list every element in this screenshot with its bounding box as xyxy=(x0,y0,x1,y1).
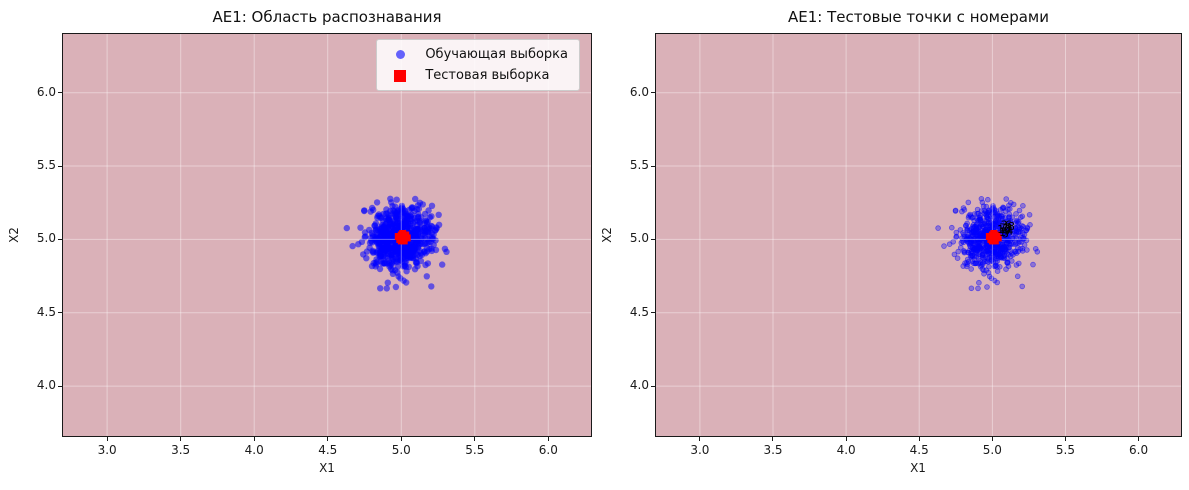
y-tick-mark xyxy=(58,312,62,314)
y-tick-mark xyxy=(651,385,655,387)
x-tick-mark xyxy=(327,437,329,441)
y-tick-label: 4.5 xyxy=(629,304,649,319)
y-tick-mark xyxy=(58,385,62,387)
test-points xyxy=(985,230,1002,245)
svg-text:9: 9 xyxy=(1004,225,1011,238)
y-tick-mark xyxy=(58,92,62,94)
legend-label-test: Тестовая выборка xyxy=(425,68,550,83)
x-axis-label-left: X1 xyxy=(319,461,335,475)
x-tick-label: 3.0 xyxy=(690,443,710,457)
y-tick-mark xyxy=(58,165,62,167)
x-tick-label: 3.0 xyxy=(97,443,117,457)
y-tick-label: 5.5 xyxy=(36,158,56,173)
test-points xyxy=(394,230,411,245)
svg-text:5: 5 xyxy=(1002,228,1009,241)
y-tick-label: 5.5 xyxy=(629,158,649,173)
svg-text:7: 7 xyxy=(999,222,1006,235)
x-tick-label: 5.5 xyxy=(1055,443,1076,457)
train-points xyxy=(935,196,1041,292)
y-tick-mark xyxy=(651,312,655,314)
x-tick-label: 4.0 xyxy=(244,443,264,457)
scatter-canvas xyxy=(63,34,591,436)
svg-text:1: 1 xyxy=(999,226,1006,239)
x-tick-mark xyxy=(772,437,774,441)
y-tick-label: 6.0 xyxy=(36,84,56,99)
legend-swatch xyxy=(387,50,413,59)
legend-item-train: Обучающая выборка xyxy=(387,47,568,62)
x-axis-label-right: X1 xyxy=(910,461,926,475)
y-tick-mark xyxy=(651,165,655,167)
x-tick-label: 3.5 xyxy=(171,443,191,457)
plot-title-left: AE1: Область распознавания xyxy=(212,8,442,26)
y-tick-mark xyxy=(58,238,62,240)
svg-text:4: 4 xyxy=(1006,225,1013,238)
x-tick-mark xyxy=(253,437,255,441)
x-tick-mark xyxy=(106,437,108,441)
x-tick-label: 4.0 xyxy=(836,443,856,457)
x-tick-mark xyxy=(400,437,402,441)
y-tick-label: 4.5 xyxy=(36,304,56,319)
legend: Обучающая выборка Тестовая выборка xyxy=(376,39,580,91)
gridlines xyxy=(63,34,591,436)
x-tick-label: 6.0 xyxy=(538,443,558,457)
x-tick-mark xyxy=(991,437,993,441)
plot-area-recognition-region: Обучающая выборка Тестовая выборка xyxy=(62,33,592,437)
y-tick-label: 5.0 xyxy=(36,231,56,246)
x-tick-label: 5.5 xyxy=(465,443,485,457)
train-sample-marker-icon xyxy=(395,50,405,59)
y-tick-mark xyxy=(651,92,655,94)
svg-text:8: 8 xyxy=(1008,220,1015,233)
y-tick-label: 6.0 xyxy=(629,84,649,99)
plot-area-test-points-numbered: 1 2 3 4 5 6 7 8 9 10 xyxy=(655,33,1182,437)
train-points xyxy=(343,195,450,292)
x-tick-mark xyxy=(845,437,847,441)
x-tick-label: 3.5 xyxy=(763,443,783,457)
x-tick-mark xyxy=(1064,437,1066,441)
test-sample-marker-icon xyxy=(394,69,407,82)
x-tick-mark xyxy=(699,437,701,441)
x-tick-label: 5.0 xyxy=(391,443,411,457)
plot-title-right: AE1: Тестовые точки с номерами xyxy=(787,8,1049,26)
x-tick-mark xyxy=(180,437,182,441)
legend-label-train: Обучающая выборка xyxy=(425,47,568,62)
y-tick-label: 4.0 xyxy=(36,378,56,393)
svg-text:6: 6 xyxy=(1005,219,1012,232)
svg-text:3: 3 xyxy=(1001,219,1008,232)
x-tick-label: 5.0 xyxy=(982,443,1002,457)
x-tick-mark xyxy=(474,437,476,441)
y-tick-label: 5.0 xyxy=(629,231,649,246)
legend-swatch xyxy=(387,69,413,82)
x-tick-mark xyxy=(918,437,920,441)
x-tick-label: 4.5 xyxy=(909,443,929,457)
svg-text:10: 10 xyxy=(997,223,1011,236)
gridlines xyxy=(656,34,1181,436)
x-tick-label: 6.0 xyxy=(1129,443,1149,457)
y-tick-label: 4.0 xyxy=(629,378,649,393)
y-tick-mark xyxy=(651,238,655,240)
x-tick-mark xyxy=(547,437,549,441)
legend-item-test: Тестовая выборка xyxy=(387,68,568,83)
x-tick-mark xyxy=(1138,437,1140,441)
x-tick-label: 4.5 xyxy=(318,443,338,457)
svg-text:2: 2 xyxy=(1004,222,1011,235)
